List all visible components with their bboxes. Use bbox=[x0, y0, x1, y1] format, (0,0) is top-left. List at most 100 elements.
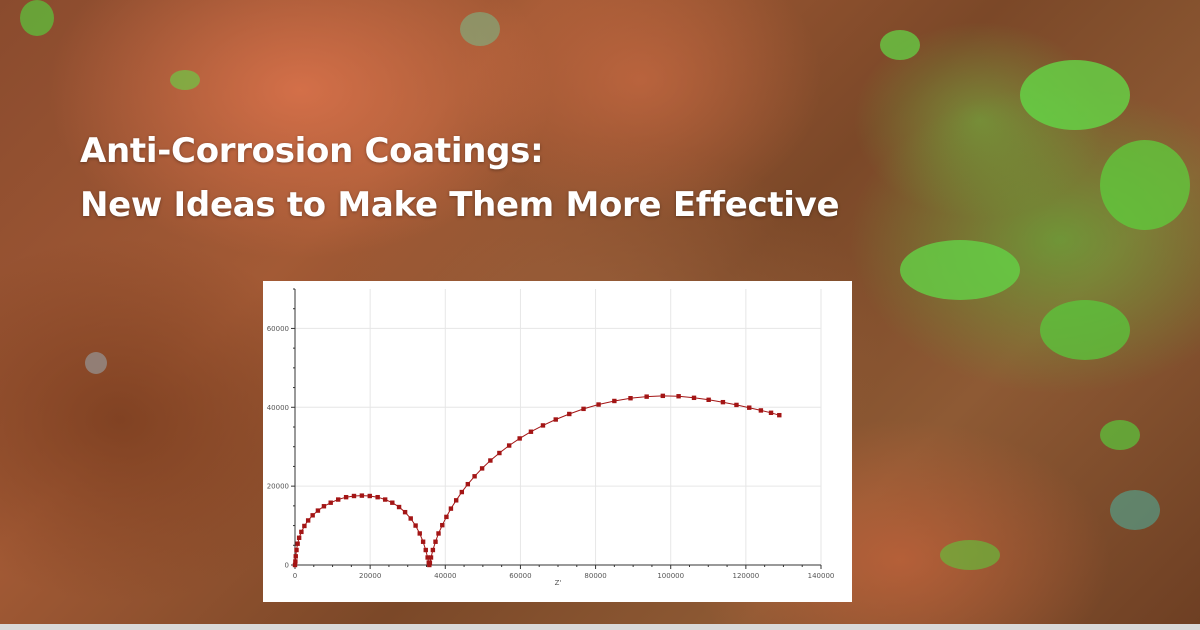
x-tick-label: 80000 bbox=[584, 572, 606, 580]
data-point bbox=[390, 500, 395, 505]
data-point bbox=[448, 506, 454, 511]
data-point bbox=[465, 481, 471, 487]
corrosion-spot bbox=[170, 70, 200, 90]
data-point bbox=[758, 408, 764, 413]
data-point bbox=[413, 523, 418, 528]
data-point bbox=[359, 493, 365, 498]
data-point bbox=[553, 417, 558, 422]
corrosion-spot bbox=[1040, 300, 1130, 360]
data-point bbox=[747, 405, 752, 410]
data-point bbox=[296, 535, 302, 540]
data-point bbox=[328, 500, 333, 505]
chart-grid bbox=[295, 289, 822, 565]
corrosion-spot bbox=[460, 12, 500, 46]
corrosion-spot bbox=[1100, 420, 1140, 450]
data-point bbox=[444, 514, 449, 520]
data-point bbox=[430, 547, 436, 553]
data-point bbox=[343, 494, 349, 500]
data-point bbox=[540, 423, 546, 428]
data-point bbox=[612, 398, 617, 404]
chart-axes bbox=[294, 289, 821, 566]
corrosion-spot bbox=[940, 540, 1000, 570]
y-tick-label: 40000 bbox=[267, 404, 289, 412]
nyquist-chart-panel: 0 20000 40000 60000 80000 100000 120000 140000 0… bbox=[263, 281, 852, 602]
data-point bbox=[408, 516, 413, 521]
data-point bbox=[440, 522, 445, 528]
data-point bbox=[472, 474, 477, 479]
x-tick-label: 0 bbox=[293, 572, 297, 580]
data-point bbox=[660, 393, 666, 399]
data-point bbox=[433, 539, 438, 544]
data-point bbox=[292, 562, 298, 568]
data-point bbox=[427, 562, 432, 568]
corrosion-spot bbox=[85, 352, 107, 374]
y-tick-label: 0 bbox=[285, 562, 289, 570]
y-tick-label: 60000 bbox=[267, 325, 289, 333]
title-line-1: Anti-Corrosion Coatings: bbox=[80, 131, 544, 171]
data-point bbox=[293, 559, 298, 564]
data-point bbox=[768, 410, 774, 416]
data-point bbox=[706, 397, 711, 402]
data-point bbox=[315, 508, 321, 513]
chart-series bbox=[292, 393, 782, 568]
x-tick-label: 60000 bbox=[509, 572, 531, 580]
data-point bbox=[396, 504, 402, 510]
corrosion-spot bbox=[1110, 490, 1160, 530]
data-point bbox=[459, 489, 465, 495]
data-point bbox=[644, 394, 649, 399]
data-point bbox=[777, 412, 782, 418]
x-tick-label: 100000 bbox=[657, 572, 684, 580]
data-point bbox=[596, 402, 601, 407]
data-point bbox=[528, 429, 534, 434]
data-point bbox=[423, 547, 428, 553]
x-axis-label: Z' bbox=[555, 579, 562, 587]
data-point bbox=[428, 555, 434, 560]
x-tick-label: 40000 bbox=[434, 572, 456, 580]
data-point bbox=[691, 395, 697, 401]
nyquist-chart: 0 20000 40000 60000 80000 100000 120000 140000 0… bbox=[267, 288, 835, 587]
data-point bbox=[427, 560, 433, 565]
data-point bbox=[310, 513, 315, 518]
series-line bbox=[294, 395, 780, 566]
data-point bbox=[420, 539, 426, 544]
data-point bbox=[367, 493, 372, 499]
data-point bbox=[720, 399, 726, 405]
corrosion-spot bbox=[20, 0, 54, 36]
data-point bbox=[351, 493, 357, 499]
data-point bbox=[302, 523, 307, 529]
bottom-strip bbox=[0, 624, 1200, 630]
data-point bbox=[497, 450, 502, 456]
data-point bbox=[676, 394, 681, 399]
x-tick-label: 120000 bbox=[732, 572, 759, 580]
x-tick-label: 20000 bbox=[359, 572, 381, 580]
data-point bbox=[417, 531, 422, 536]
data-point bbox=[506, 443, 512, 448]
corrosion-spot bbox=[1100, 140, 1190, 230]
data-point bbox=[299, 529, 304, 535]
data-point bbox=[517, 436, 522, 441]
title-line-2: New Ideas to Make Them More Effective bbox=[80, 185, 840, 225]
data-point bbox=[425, 555, 430, 560]
data-point bbox=[488, 458, 493, 463]
data-point bbox=[321, 504, 327, 509]
corrosion-spot bbox=[900, 240, 1020, 300]
data-point bbox=[293, 554, 298, 559]
data-point bbox=[567, 411, 572, 417]
data-point bbox=[436, 531, 441, 536]
chart-ticks: 0 20000 40000 60000 80000 100000 120000 140000 0… bbox=[267, 288, 835, 580]
x-tick-label: 140000 bbox=[808, 572, 835, 580]
y-tick-label: 20000 bbox=[267, 483, 289, 491]
data-point bbox=[375, 494, 380, 500]
data-point bbox=[734, 402, 739, 408]
data-point bbox=[336, 497, 341, 502]
data-point bbox=[479, 466, 485, 471]
data-point bbox=[581, 406, 586, 412]
corrosion-spot bbox=[1020, 60, 1130, 130]
data-point bbox=[382, 497, 388, 502]
data-point bbox=[294, 547, 299, 553]
page-title: Anti-Corrosion Coatings: New Ideas to Ma… bbox=[80, 124, 840, 232]
data-point bbox=[628, 396, 633, 401]
data-point bbox=[305, 518, 311, 523]
data-point bbox=[295, 541, 300, 546]
data-point bbox=[453, 498, 459, 503]
